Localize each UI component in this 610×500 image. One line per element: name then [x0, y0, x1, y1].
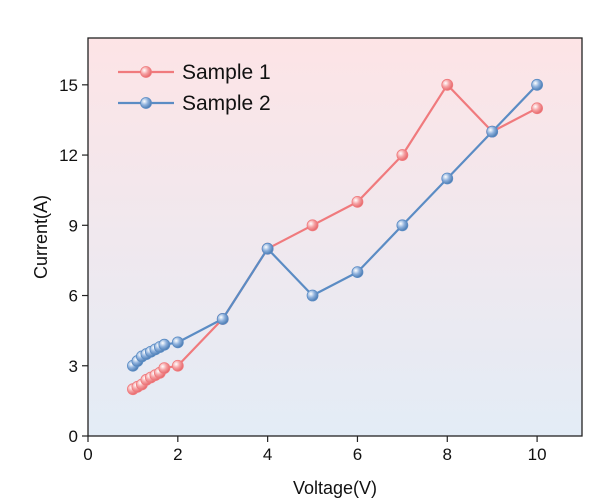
data-point: [441, 78, 454, 91]
series-1: [127, 78, 543, 396]
data-point: [171, 359, 184, 372]
x-tick-label: 8: [443, 445, 452, 464]
data-point: [531, 102, 543, 115]
legend-label: Sample 2: [182, 92, 271, 115]
series-2: [127, 78, 543, 372]
data-point: [441, 172, 454, 185]
x-tick-label: 2: [173, 445, 182, 464]
x-tick-label: 0: [83, 445, 92, 464]
data-point: [306, 219, 319, 232]
data-point: [261, 242, 274, 255]
data-point: [351, 195, 364, 208]
x-tick-label: 10: [528, 445, 547, 464]
legend-marker: [140, 97, 152, 109]
series-layer: [127, 78, 543, 396]
data-point: [158, 362, 171, 375]
y-tick-label: 12: [59, 146, 78, 165]
data-point: [396, 219, 409, 232]
legend-label: Sample 1: [182, 61, 271, 84]
data-point: [531, 78, 543, 91]
plot-frame: [87, 37, 583, 437]
x-axis-title: Voltage(V): [293, 478, 377, 498]
y-tick-label: 9: [69, 216, 78, 235]
y-tick-label: 15: [59, 76, 78, 95]
legend-marker: [140, 66, 152, 78]
x-tick-label: 4: [263, 445, 272, 464]
y-tick-label: 6: [69, 287, 78, 306]
y-tick-label: 3: [69, 357, 78, 376]
data-point: [396, 149, 409, 161]
x-tick-label: 6: [353, 445, 362, 464]
data-point: [306, 289, 319, 302]
data-point: [171, 336, 184, 349]
data-point: [158, 338, 171, 351]
plot-background: [88, 38, 582, 436]
legend: Sample 1 Sample 2: [118, 61, 271, 115]
data-point: [486, 125, 499, 138]
y-axis-title: Current(A): [31, 195, 51, 279]
y-axis: 0 3 6 9 12 15: [59, 76, 88, 446]
x-axis: 0 2 4 6 8 10: [83, 436, 547, 464]
data-point: [351, 266, 364, 279]
y-tick-label: 0: [69, 427, 78, 446]
data-point: [216, 313, 229, 325]
